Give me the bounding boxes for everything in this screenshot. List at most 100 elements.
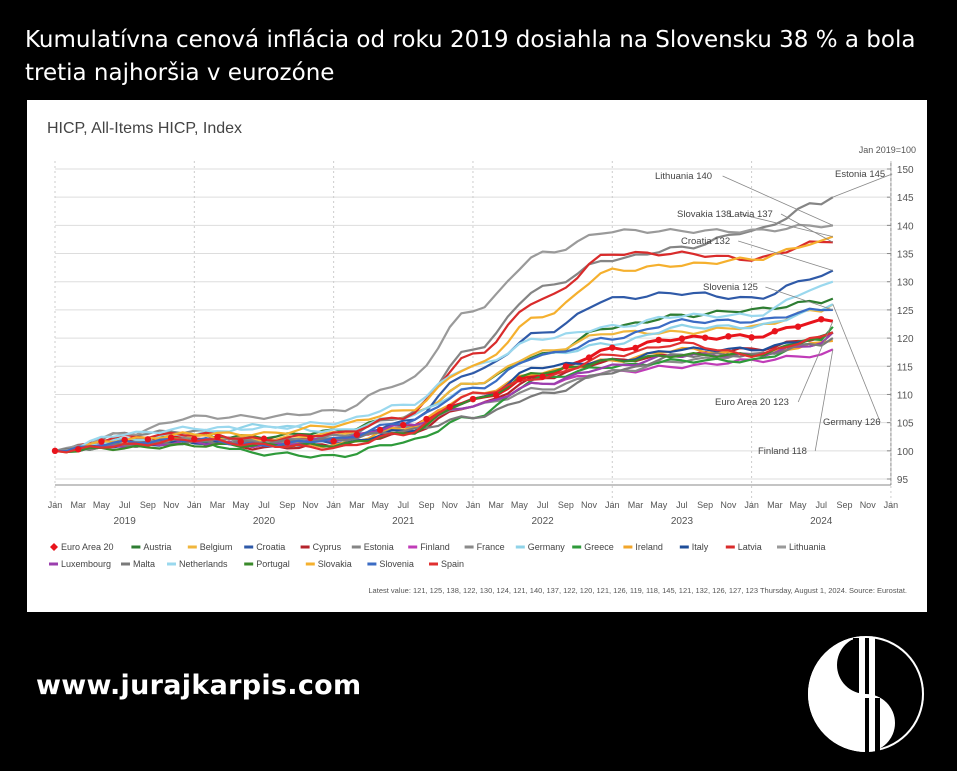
x-tick-label: Jan	[466, 500, 481, 510]
series-line-lithuania	[54, 223, 834, 452]
series-line-spain	[54, 331, 834, 454]
chart-panel: HICP, All-Items HICP, Index Jan 2019=100 9…	[27, 100, 927, 612]
legend-item: Greece	[584, 542, 614, 552]
euro-area-marker	[423, 415, 430, 423]
annotation-label: Lithuania 140	[655, 171, 712, 182]
euro-area-marker	[725, 333, 732, 340]
annotation-leader	[832, 173, 893, 198]
annotation-leader	[814, 349, 834, 452]
euro-area-marker	[307, 434, 314, 442]
x-tick-label: Sep	[140, 500, 156, 510]
annotation-label: Finland 118	[758, 446, 807, 457]
legend-item: Ireland	[635, 542, 663, 552]
x-tick-label: Jan	[744, 500, 759, 510]
annotation-leader	[765, 286, 833, 311]
y-tick-label: 145	[897, 193, 914, 204]
legend-item: Estonia	[364, 542, 394, 552]
hicp-chart: HICP, All-Items HICP, Index Jan 2019=100 9…	[47, 120, 916, 595]
x-tick-label: May	[511, 500, 529, 510]
euro-area-marker	[446, 403, 453, 411]
legend-item: Germany	[528, 542, 566, 552]
annotation-leader	[738, 240, 833, 271]
annotation-label: Euro Area 20 123	[715, 397, 789, 408]
x-year-label: 2019	[114, 516, 137, 527]
x-tick-label: Jan	[884, 500, 899, 510]
series-line-portugal	[54, 331, 834, 454]
annotation-leader	[739, 213, 833, 238]
euro-area-marker	[539, 373, 546, 380]
chart-title: HICP, All-Items HICP, Index	[47, 120, 242, 137]
euro-area-marker	[632, 344, 639, 352]
series-line-latvia	[54, 240, 833, 453]
euro-area-marker	[516, 376, 523, 383]
legend-item: Netherlands	[179, 559, 228, 569]
legend-item: Latvia	[738, 542, 762, 552]
euro-area-marker	[609, 344, 616, 351]
euro-area-marker	[818, 316, 825, 323]
euro-area-marker	[167, 434, 175, 441]
legend-item: Austria	[143, 542, 171, 552]
x-year-label: 2020	[253, 516, 276, 527]
legend-item: France	[477, 542, 505, 552]
x-tick-label: Nov	[302, 500, 319, 510]
euro-area-marker	[400, 421, 407, 429]
legend-item: Slovenia	[379, 559, 414, 569]
website-link[interactable]: www.jurajkarpis.com	[36, 670, 362, 701]
x-tick-label: Jul	[816, 500, 828, 510]
annotation-label: Slovakia 138	[677, 209, 731, 220]
x-tick-label: Nov	[163, 500, 180, 510]
x-year-label: 2022	[531, 516, 554, 527]
legend-item: Belgium	[200, 542, 233, 552]
euro-area-marker	[794, 323, 802, 330]
annotation-leader	[832, 304, 881, 423]
x-tick-label: Jan	[48, 500, 63, 510]
legend-item: Croatia	[256, 542, 285, 552]
y-axis-label: Jan 2019=100	[859, 145, 916, 155]
euro-area-marker	[51, 447, 59, 455]
y-tick-label: 135	[897, 250, 914, 261]
logo-icon	[808, 636, 924, 752]
euro-area-marker	[585, 354, 593, 361]
x-tick-label: Mar	[488, 500, 504, 510]
x-tick-label: Jul	[119, 500, 131, 510]
annotation-label: Croatia 132	[681, 236, 730, 247]
legend-item: Lithuania	[789, 542, 826, 552]
x-tick-label: Sep	[836, 500, 852, 510]
x-year-label: 2024	[810, 516, 833, 527]
euro-area-marker	[214, 433, 221, 441]
x-tick-label: Mar	[70, 500, 86, 510]
legend-item: Finland	[420, 542, 450, 552]
x-tick-label: May	[790, 500, 808, 510]
y-tick-label: 150	[897, 165, 914, 176]
euro-area-marker	[376, 426, 384, 434]
x-tick-label: Nov	[720, 500, 737, 510]
euro-area-marker	[748, 334, 755, 341]
x-tick-label: Jul	[258, 500, 270, 510]
y-tick-label: 105	[897, 419, 914, 430]
annotation-leader	[722, 175, 834, 226]
y-tick-label: 95	[897, 475, 909, 486]
euro-area-marker	[562, 363, 570, 370]
euro-area-marker	[144, 436, 152, 443]
x-tick-label: Mar	[767, 500, 783, 510]
x-tick-label: Mar	[628, 500, 644, 510]
legend-item: Malta	[133, 559, 155, 569]
x-tick-label: Nov	[442, 500, 459, 510]
legend-item: Spain	[441, 559, 464, 569]
x-tick-label: Mar	[349, 500, 365, 510]
x-tick-label: Nov	[860, 500, 877, 510]
euro-area-marker	[469, 395, 477, 403]
euro-area-marker	[771, 328, 779, 335]
euro-area-marker	[121, 436, 128, 444]
y-tick-label: 115	[897, 362, 913, 373]
euro-area-marker	[75, 446, 82, 453]
x-tick-label: Nov	[581, 500, 598, 510]
x-tick-label: Mar	[210, 500, 226, 510]
annotation-label: Germany 126	[823, 417, 881, 428]
annotation-label: Slovenia 125	[703, 282, 758, 293]
annotation-leader	[780, 213, 834, 243]
footnote: Latest value: 121, 125, 138, 122, 130, 1…	[368, 586, 907, 595]
y-tick-label: 140	[897, 221, 914, 232]
x-tick-label: Jan	[187, 500, 202, 510]
x-tick-label: Jul	[676, 500, 688, 510]
